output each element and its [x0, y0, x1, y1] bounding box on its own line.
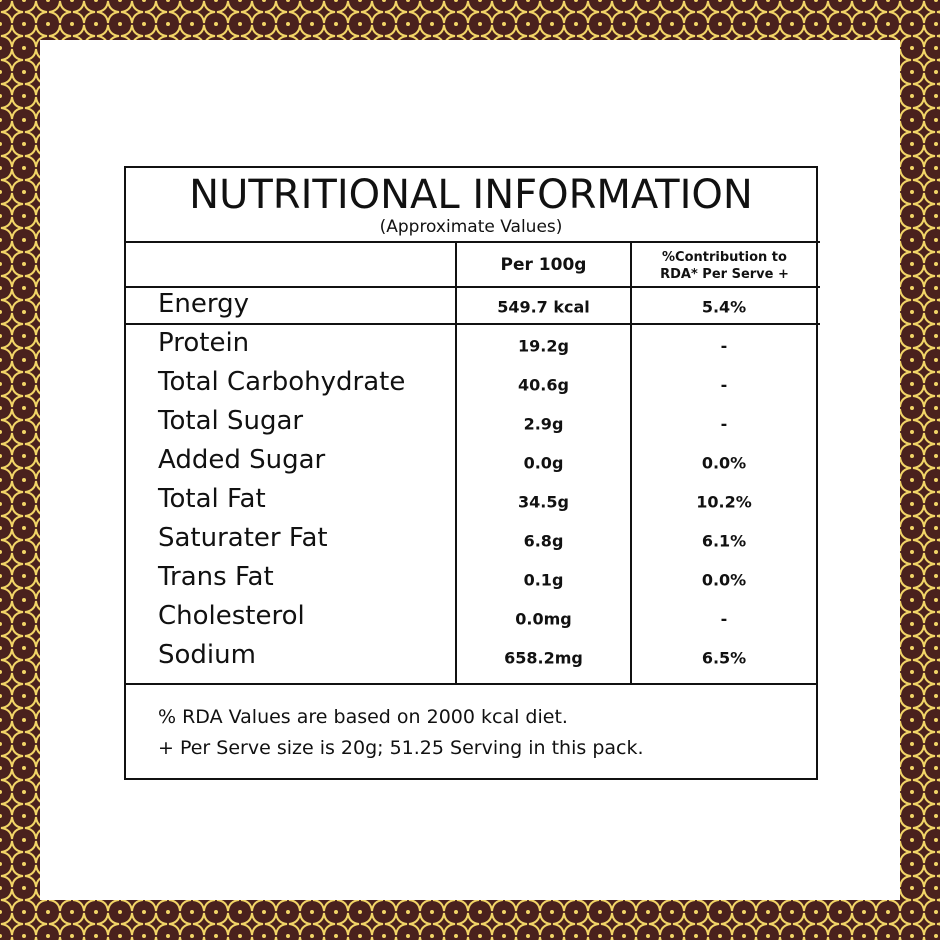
column-divider: [455, 241, 457, 684]
per-100g-value: 658.2mg: [504, 648, 583, 668]
column-header: %Contribution to RDA* Per Serve +: [660, 250, 789, 282]
footnote: % RDA Values are based on 2000 kcal diet…: [158, 706, 568, 728]
per-100g-value: 40.6g: [518, 375, 569, 395]
nutrient-name: Protein: [158, 328, 250, 358]
nutrient-name: Total Carbohydrate: [158, 367, 406, 397]
rda-value: -: [720, 375, 728, 395]
per-100g-value: 549.7 kcal: [497, 297, 590, 317]
table-border: [124, 778, 818, 780]
nutrient-name: Sodium: [158, 640, 256, 670]
title: NUTRITIONAL INFORMATION: [189, 172, 753, 218]
nutrient-name: Trans Fat: [158, 562, 274, 592]
row-divider: [124, 241, 820, 243]
rda-value: 6.1%: [701, 531, 747, 551]
nutrient-name: Saturater Fat: [158, 523, 328, 553]
per-100g-value: 6.8g: [523, 531, 564, 551]
nutrient-name: Total Sugar: [158, 406, 304, 436]
row-divider: [124, 323, 820, 325]
row-divider: [124, 683, 818, 685]
table-border: [124, 166, 126, 780]
subtitle: (Approximate Values): [379, 217, 563, 237]
per-100g-value: 19.2g: [518, 336, 569, 356]
nutrient-name: Added Sugar: [158, 445, 326, 475]
rda-value: 0.0%: [701, 453, 747, 473]
table-border: [816, 166, 818, 780]
rda-value: 10.2%: [696, 492, 752, 512]
per-100g-value: 0.0g: [523, 453, 564, 473]
rda-value: -: [720, 336, 728, 356]
column-divider: [630, 241, 632, 684]
footnotes: % RDA Values are based on 2000 kcal diet…: [158, 702, 644, 764]
per-100g-value: 0.0mg: [515, 609, 572, 629]
rda-value: -: [720, 414, 728, 434]
rda-value: -: [720, 609, 728, 629]
table-border: [124, 166, 818, 168]
nutrient-name: Cholesterol: [158, 601, 305, 631]
footnote: + Per Serve size is 20g; 51.25 Serving i…: [158, 737, 644, 759]
column-header: Per 100g: [500, 255, 587, 275]
rda-value: 5.4%: [701, 297, 747, 317]
rda-value: 0.0%: [701, 570, 747, 590]
per-100g-value: 2.9g: [523, 414, 564, 434]
row-divider: [124, 286, 820, 288]
rda-value: 6.5%: [701, 648, 747, 668]
nutrient-name: Energy: [158, 289, 250, 319]
nutrient-name: Total Fat: [158, 484, 266, 514]
per-100g-value: 34.5g: [518, 492, 569, 512]
per-100g-value: 0.1g: [523, 570, 564, 590]
